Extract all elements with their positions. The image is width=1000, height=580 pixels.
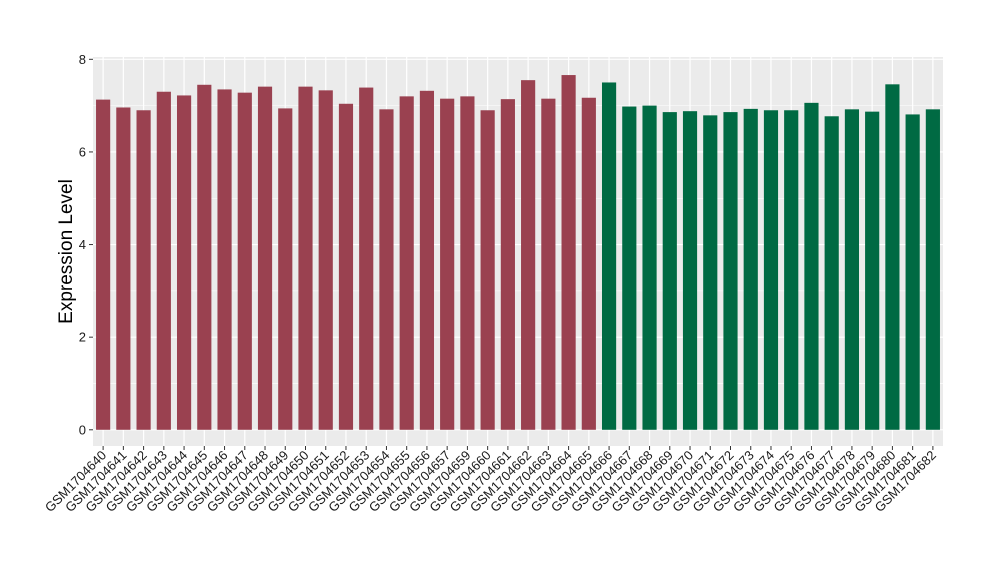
bar-GSM1704665 [581,97,596,430]
bars [96,75,940,430]
bar-GSM1704645 [197,84,212,430]
bar-GSM1704669 [662,112,677,430]
y-axis-title: Expression Level [56,179,77,324]
bar-GSM1704673 [743,108,758,430]
bar-GSM1704648 [257,86,273,430]
bar-GSM1704651 [318,90,333,430]
bar-GSM1704654 [379,109,394,430]
bar-GSM1704647 [237,92,252,430]
bar-GSM1704657 [440,98,455,430]
bar-GSM1704660 [480,110,495,430]
bar-GSM1704653 [359,87,374,430]
bar-GSM1704662 [521,80,536,430]
bar-GSM1704652 [338,103,354,430]
bar-GSM1704661 [500,99,515,430]
y-tick-label: 4 [79,237,86,252]
y-tick-label: 2 [79,330,86,345]
y-tick-label: 0 [79,422,86,437]
bar-GSM1704681 [905,114,920,430]
bar-GSM1704659 [460,96,475,430]
bar-GSM1704670 [682,111,698,430]
bar-GSM1704642 [136,110,151,430]
x-axis: GSM1704640GSM1704641GSM1704642GSM1704643… [42,446,939,515]
bar-GSM1704671 [703,115,718,430]
bar-GSM1704678 [844,109,860,430]
bar-GSM1704644 [176,95,192,430]
bar-GSM1704668 [642,105,657,430]
bar-GSM1704674 [763,110,779,430]
bar-GSM1704643 [156,91,171,430]
bar-GSM1704672 [723,112,738,430]
bar-GSM1704682 [925,109,940,430]
bar-GSM1704649 [278,108,293,430]
bar-GSM1704646 [217,89,232,430]
bar-GSM1704640 [96,99,111,430]
bar-GSM1704679 [865,111,880,430]
y-tick-label: 6 [79,144,86,159]
bar-GSM1704677 [824,116,839,430]
bar-GSM1704666 [601,82,617,430]
y-tick-label: 8 [79,52,86,67]
plot-panel [93,57,943,446]
bar-GSM1704650 [298,86,313,430]
bar-GSM1704664 [561,75,576,430]
bar-GSM1704680 [885,84,900,430]
bar-GSM1704656 [419,90,435,430]
bar-GSM1704676 [804,102,819,430]
bar-GSM1704663 [541,98,556,430]
bar-GSM1704675 [784,110,799,430]
bar-GSM1704641 [116,107,131,430]
bar-GSM1704655 [399,96,414,430]
y-axis: 0 2 4 6 8 [79,52,93,437]
bar-GSM1704667 [622,106,637,430]
